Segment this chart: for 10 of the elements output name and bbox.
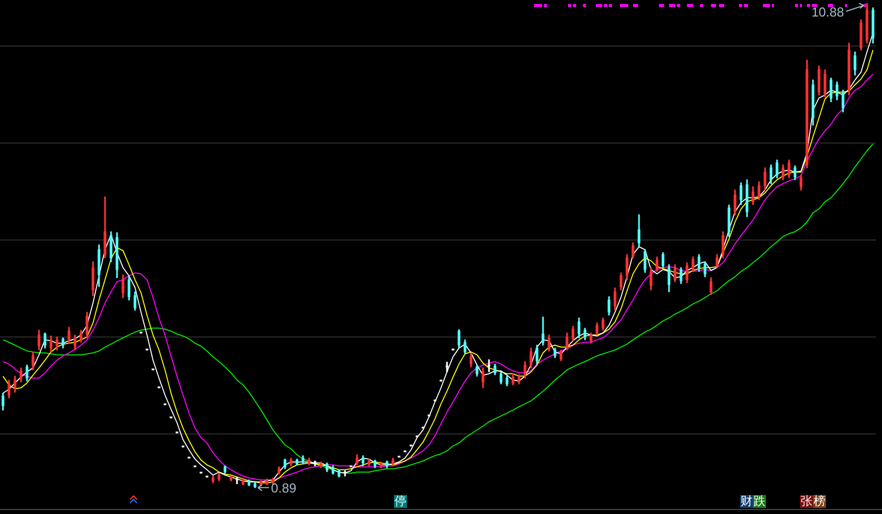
candlestick	[488, 359, 490, 372]
annotation: 财	[740, 494, 753, 508]
annotation: 张	[800, 494, 813, 508]
candlestick	[446, 362, 448, 372]
annotation: 跌	[753, 494, 766, 508]
candlestick	[344, 470, 346, 476]
annotation: 停	[394, 494, 407, 508]
annotation: 10.88	[811, 4, 844, 20]
annotation: 0.89	[271, 480, 296, 496]
annotation: 榜	[813, 494, 826, 508]
